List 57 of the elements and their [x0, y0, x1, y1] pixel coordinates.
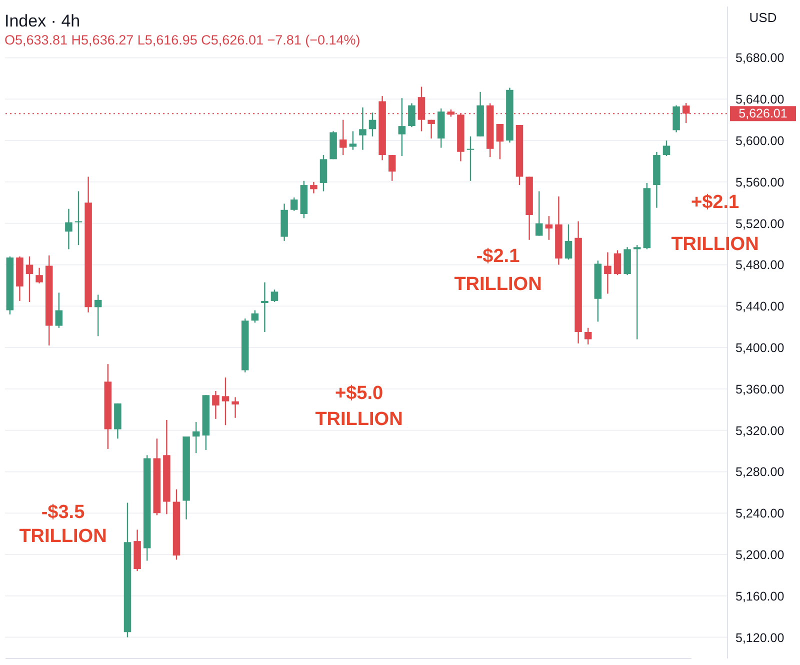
candlestick	[232, 396, 239, 418]
y-tick-label: 5,680.00	[736, 51, 784, 66]
y-tick-label: 5,320.00	[736, 424, 784, 438]
annotation: -$3.5 TRILLION	[19, 502, 107, 547]
candlestick	[261, 282, 268, 333]
y-tick-label: 5,160.00	[736, 589, 784, 604]
candlestick	[251, 310, 259, 324]
y-tick-label: 5,280.00	[736, 465, 784, 480]
candlestick	[545, 215, 553, 240]
candlestick	[398, 98, 406, 157]
text: USD	[749, 10, 777, 25]
candlestick	[212, 390, 220, 420]
y-tick-label: 5,120.00	[736, 630, 784, 645]
y-tick-label: 5,440.00	[736, 300, 784, 314]
y-tick-label: 5,400.00	[736, 341, 784, 356]
candlestick	[466, 136, 474, 182]
candlestick	[564, 224, 572, 260]
candlestick	[614, 250, 622, 276]
y-tick-label: 5,200.00	[736, 548, 784, 562]
candlestick	[74, 190, 82, 246]
text: O5,633.81 H5,636.27 L5,616.95 C5,626.01 −7.81 (−0.14%)	[4, 32, 360, 48]
candlestick	[662, 140, 670, 157]
candlestick	[604, 252, 612, 294]
candlestick	[222, 376, 230, 426]
annotation: +$5.0 TRILLION	[315, 383, 403, 430]
candlestick	[65, 208, 72, 250]
candlestick	[310, 181, 318, 194]
candlestick	[270, 288, 278, 303]
candlestick	[192, 421, 200, 454]
candlestick	[584, 327, 592, 346]
candlestick	[388, 154, 396, 182]
candlestick	[55, 292, 63, 328]
candlestick	[359, 106, 366, 150]
annotation: -$2.1 TRILLION	[454, 246, 542, 295]
candlestick	[36, 267, 43, 284]
candlestick	[408, 102, 416, 128]
candlestick	[320, 154, 328, 192]
chart-title: Index · 4h	[4, 12, 80, 30]
candlestick	[290, 196, 298, 212]
candlestick	[672, 104, 680, 133]
candlestick	[94, 294, 102, 337]
candlestick	[428, 119, 435, 140]
candlestick	[26, 256, 34, 303]
y-tick-label: 5,600.00	[736, 134, 784, 148]
y-tick-label: 5,520.00	[736, 216, 784, 231]
candlestick	[496, 123, 504, 160]
candlestick	[368, 112, 376, 137]
y-tick-label: 5,240.00	[736, 506, 784, 521]
y-tick-label: 5,480.00	[736, 258, 784, 272]
candlestick	[535, 190, 543, 236]
ref-line-label: 5,626.01	[738, 106, 788, 121]
y-tick-label: 5,640.00	[736, 92, 784, 107]
y-tick-label: 5,360.00	[736, 382, 784, 396]
candlestick	[339, 119, 347, 156]
candlestick	[349, 130, 357, 150]
candlestick	[633, 244, 641, 340]
y-tick-label: 5,560.00	[736, 175, 784, 190]
